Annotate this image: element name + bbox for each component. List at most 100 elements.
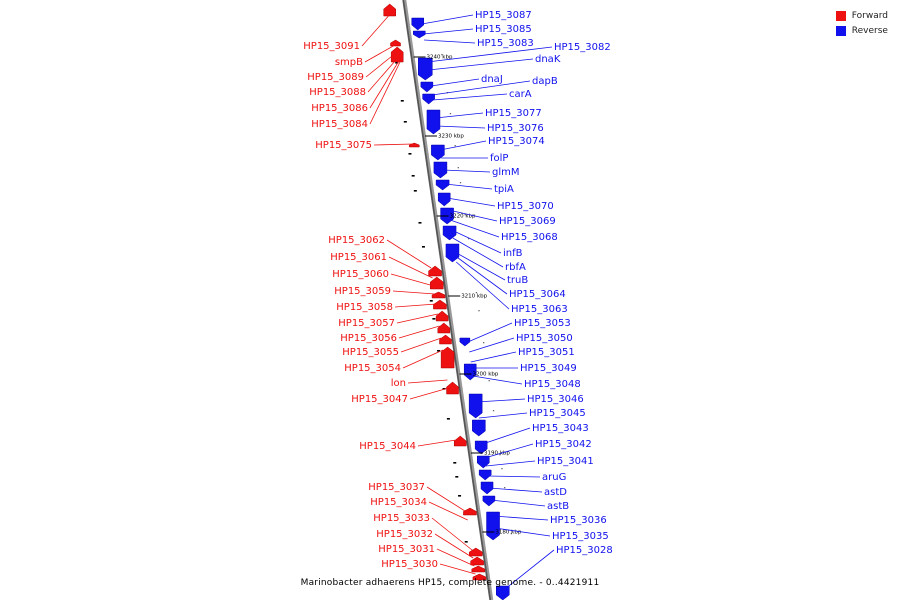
- scale-tick-label-0: 3240 kbp: [427, 55, 453, 61]
- reverse-leader-12: [442, 169, 491, 173]
- forward-gene-18: [472, 573, 487, 581]
- reverse-label-34: astB: [547, 501, 569, 512]
- map-dash-12: [446, 418, 450, 420]
- reverse-gene-2: [418, 57, 433, 81]
- map-dash-14: [455, 476, 459, 478]
- forward-label-9: HP15_3060: [332, 269, 389, 280]
- reverse-label-33: astD: [544, 487, 567, 498]
- forward-label-22: HP15_3032: [376, 529, 433, 540]
- forward-leader-15: [402, 349, 444, 369]
- forward-label-24: HP15_3030: [381, 559, 438, 570]
- forward-leader-8: [388, 256, 433, 279]
- reverse-gene-20: [480, 481, 494, 495]
- forward-label-18: HP15_3044: [359, 441, 416, 452]
- reverse-leader-7: [432, 93, 508, 101]
- forward-gene-16: [470, 556, 484, 566]
- reverse-label-25: HP15_3049: [520, 363, 577, 374]
- reverse-leader-10: [439, 140, 487, 151]
- forward-label-0: HP15_3091: [303, 41, 360, 52]
- map-dot-10: [483, 342, 485, 344]
- reverse-gene-13: [459, 337, 471, 347]
- map-dash-5: [413, 190, 417, 192]
- genome-backbone: [402, 0, 492, 600]
- reverse-leader-18: [452, 237, 504, 268]
- map-dash-16: [464, 541, 468, 543]
- reverse-label-7: carA: [509, 89, 532, 100]
- forward-label-13: HP15_3056: [340, 333, 397, 344]
- reverse-leader-26: [472, 375, 523, 385]
- reverse-label-13: tpiA: [494, 184, 514, 195]
- reverse-leader-19: [454, 251, 506, 281]
- map-dot-12: [492, 410, 495, 412]
- forward-gene-15: [469, 547, 483, 557]
- forward-label-16: lon: [391, 378, 406, 389]
- reverse-label-12: glmM: [492, 167, 520, 178]
- scale-tick-label-2: 3220 kbp: [450, 214, 476, 220]
- reverse-gene-21: [482, 495, 496, 507]
- reverse-leader-22: [467, 322, 513, 343]
- forward-leader-23: [436, 548, 475, 567]
- forward-gene-5: [430, 276, 444, 290]
- forward-leader-11: [394, 303, 437, 308]
- reverse-label-15: HP15_3069: [499, 216, 556, 227]
- reverse-gene-12: [445, 243, 460, 263]
- forward-leader-22: [434, 533, 474, 559]
- forward-leader-12: [396, 313, 438, 324]
- reverse-leader-9: [436, 125, 486, 129]
- reverse-label-24: HP15_3051: [518, 347, 575, 358]
- reverse-swatch: [835, 25, 846, 36]
- map-dash-13: [453, 462, 457, 464]
- reverse-label-31: HP15_3041: [537, 456, 594, 467]
- forward-label-2: HP15_3089: [307, 72, 364, 83]
- forward-leader-20: [428, 501, 468, 521]
- reverse-leader-31: [485, 460, 536, 467]
- reverse-leader-20: [455, 255, 508, 295]
- forward-leader-6: [373, 143, 414, 146]
- reverse-label-6: dapB: [532, 76, 558, 87]
- reverse-gene-0: [411, 17, 425, 31]
- reverse-gene-16: [472, 419, 486, 437]
- forward-label-1: smpB: [335, 57, 363, 68]
- reverse-gene-15: [468, 393, 483, 419]
- forward-swatch: [835, 10, 846, 21]
- reverse-label-14: HP15_3070: [497, 201, 554, 212]
- reverse-label-32: aruG: [542, 472, 566, 483]
- forward-leader-3: [367, 54, 401, 93]
- reverse-gene-8: [435, 179, 450, 191]
- reverse-leader-8: [435, 112, 484, 119]
- reverse-label-20: HP15_3064: [509, 289, 566, 300]
- forward-leader-16: [407, 379, 448, 384]
- reverse-gene-17: [474, 440, 488, 455]
- reverse-label-26: HP15_3048: [524, 379, 581, 390]
- reverse-label-8: HP15_3077: [485, 108, 542, 119]
- legend-label-reverse: Reverse: [851, 25, 888, 36]
- reverse-label-3: HP15_3082: [554, 42, 611, 53]
- forward-leader-4: [369, 57, 402, 109]
- forward-label-15: HP15_3054: [344, 363, 401, 374]
- scale-tick-label-1: 3230 kbp: [438, 134, 464, 140]
- reverse-gene-23: [496, 585, 510, 600]
- reverse-label-36: HP15_3035: [552, 531, 609, 542]
- genome-backbone-shadow: [402, 0, 494, 600]
- map-dot-5: [459, 182, 462, 184]
- reverse-label-30: HP15_3042: [535, 439, 592, 450]
- map-dot-7: [467, 238, 470, 240]
- forward-gene-1: [390, 39, 401, 47]
- forward-leader-17: [409, 387, 449, 400]
- map-dot-13: [499, 454, 501, 456]
- map-dash-15: [458, 495, 462, 497]
- legend-item-reverse: Reverse: [835, 23, 888, 38]
- reverse-leader-29: [482, 427, 531, 445]
- reverse-leader-36: [494, 527, 551, 537]
- forward-leader-0: [361, 9, 395, 47]
- reverse-leader-17: [451, 229, 502, 254]
- map-dash-4: [411, 175, 415, 177]
- forward-gene-6: [431, 291, 446, 299]
- reverse-leader-33: [489, 487, 543, 493]
- reverse-leader-0: [421, 14, 474, 25]
- forward-leader-13: [398, 325, 440, 339]
- map-dot-8: [475, 292, 478, 294]
- reverse-label-28: HP15_3045: [529, 408, 586, 419]
- scale-tick-label-5: 3190 kbp: [484, 451, 510, 457]
- reverse-leader-14: [446, 197, 496, 207]
